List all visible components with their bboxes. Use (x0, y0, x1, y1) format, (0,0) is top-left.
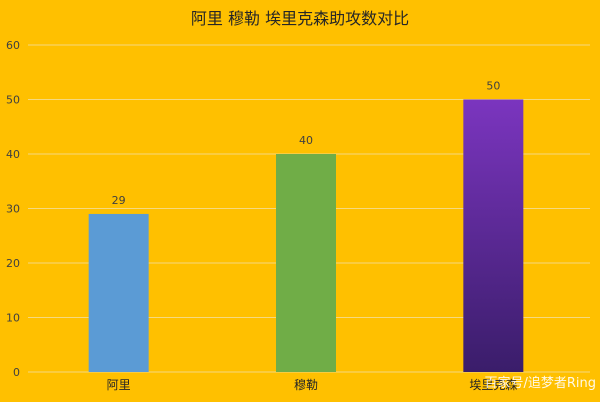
data-label: 50 (486, 80, 500, 93)
data-label: 29 (112, 194, 126, 207)
y-axis-tick-labels: 0 10 20 30 40 50 60 (6, 39, 20, 379)
y-tick-label: 10 (6, 312, 20, 325)
data-labels: 29 40 50 (112, 80, 501, 207)
y-tick-label: 50 (6, 94, 20, 107)
y-tick-label: 40 (6, 148, 20, 161)
x-tick-label: 埃里克森 (469, 377, 517, 392)
y-tick-label: 30 (6, 203, 20, 216)
x-axis-tick-labels: 阿里 穆勒 埃里克森 (107, 377, 518, 392)
data-label: 40 (299, 134, 313, 147)
x-tick-label: 阿里 (107, 378, 131, 392)
bar-3 (463, 99, 524, 372)
y-tick-label: 60 (6, 39, 20, 52)
bar-1 (88, 213, 149, 372)
y-tick-label: 0 (13, 366, 20, 379)
bars (88, 99, 524, 372)
chart-title: 阿里 穆勒 埃里克森助攻数对比 (191, 9, 409, 28)
watermark-text: 百家号/追梦者Ring (484, 375, 596, 391)
bar-2 (276, 154, 336, 372)
y-tick-label: 20 (6, 257, 20, 270)
x-tick-label: 穆勒 (294, 377, 318, 392)
